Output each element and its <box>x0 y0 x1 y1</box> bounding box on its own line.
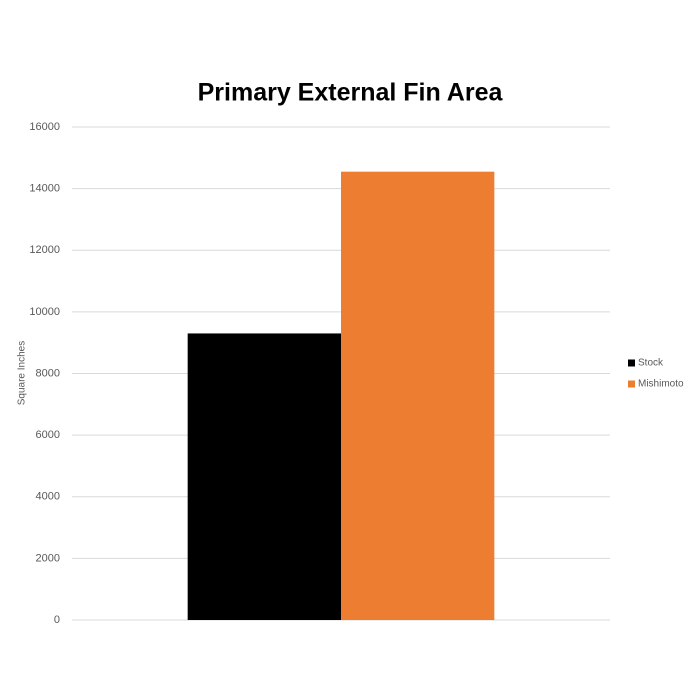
chart-title: Primary External Fin Area <box>198 79 504 107</box>
y-tick-label: 6000 <box>36 429 60 441</box>
y-axis-label: Square Inches <box>17 341 28 406</box>
y-tick-label: 14000 <box>29 183 60 195</box>
y-tick-label: 16000 <box>29 121 60 133</box>
y-tick-label: 0 <box>54 614 60 626</box>
legend-label: Stock <box>638 358 664 369</box>
y-tick-label: 2000 <box>36 552 60 564</box>
y-tick-label: 12000 <box>29 244 60 256</box>
legend-label: Mishimoto <box>638 379 684 390</box>
y-tick-label: 4000 <box>36 491 60 503</box>
y-tick-label: 8000 <box>36 367 60 379</box>
legend-swatch <box>628 380 635 388</box>
bar <box>187 333 341 620</box>
bar <box>341 171 495 620</box>
legend-swatch <box>628 359 635 367</box>
y-tick-label: 10000 <box>29 306 60 318</box>
